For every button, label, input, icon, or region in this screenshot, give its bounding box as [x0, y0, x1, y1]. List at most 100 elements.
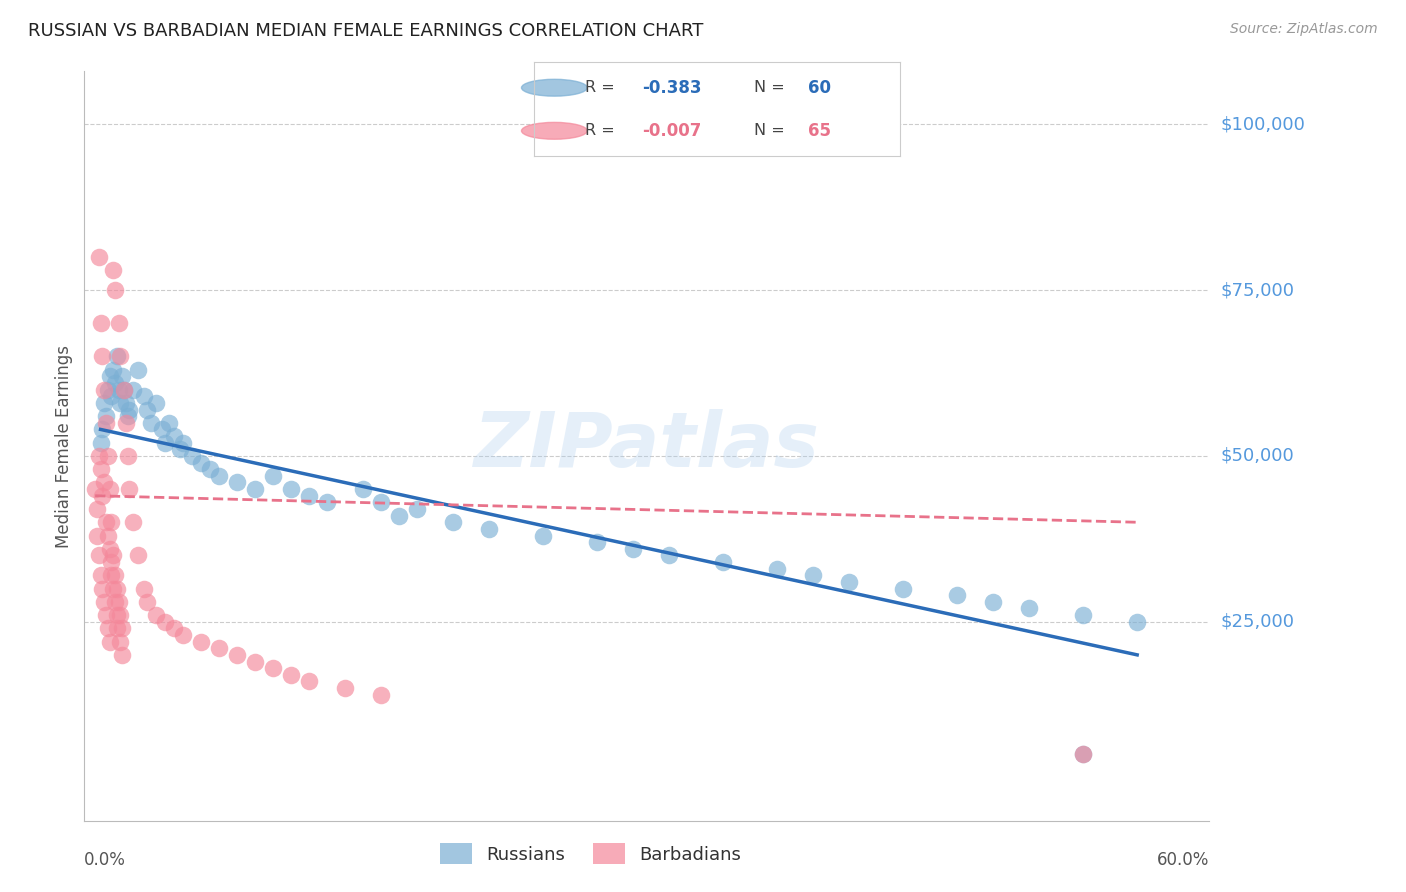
Point: [118, 482, 141, 496]
Point: [157, 416, 180, 430]
Point: [658, 549, 681, 563]
Point: [1126, 615, 1149, 629]
Point: [122, 383, 145, 397]
Point: [104, 568, 127, 582]
Point: [163, 429, 186, 443]
Point: [105, 608, 128, 623]
Point: [114, 396, 136, 410]
Point: [90, 462, 112, 476]
Point: [245, 655, 267, 669]
Point: [94, 416, 117, 430]
Point: [91, 582, 114, 596]
Text: 60.0%: 60.0%: [1157, 851, 1209, 869]
Point: [352, 482, 374, 496]
Point: [93, 595, 115, 609]
Text: -0.383: -0.383: [643, 78, 702, 96]
Point: [117, 409, 139, 424]
Point: [117, 449, 139, 463]
Point: [132, 582, 155, 596]
Text: ZIPatlas: ZIPatlas: [474, 409, 820, 483]
Point: [84, 482, 107, 496]
Text: R =: R =: [585, 123, 616, 138]
Text: $75,000: $75,000: [1220, 281, 1295, 299]
Point: [110, 608, 132, 623]
Point: [86, 502, 108, 516]
Text: R =: R =: [585, 80, 616, 95]
Point: [441, 515, 464, 529]
Point: [801, 568, 824, 582]
Point: [169, 442, 191, 457]
Point: [981, 595, 1004, 609]
Point: [114, 416, 136, 430]
Point: [280, 667, 302, 681]
Point: [226, 475, 249, 490]
Text: $50,000: $50,000: [1220, 447, 1294, 465]
Point: [1071, 608, 1094, 623]
Y-axis label: Median Female Earnings: Median Female Earnings: [55, 344, 73, 548]
Text: $100,000: $100,000: [1220, 115, 1305, 134]
Point: [97, 383, 120, 397]
Point: [586, 535, 609, 549]
Point: [122, 515, 145, 529]
Point: [190, 634, 212, 648]
Point: [97, 449, 120, 463]
Point: [298, 489, 321, 503]
Point: [208, 468, 231, 483]
Point: [388, 508, 411, 523]
Point: [190, 456, 212, 470]
Text: N =: N =: [754, 123, 785, 138]
Point: [98, 482, 121, 496]
Point: [406, 502, 429, 516]
Point: [94, 409, 117, 424]
Point: [93, 475, 115, 490]
Point: [139, 416, 162, 430]
Point: [118, 402, 141, 417]
Text: $25,000: $25,000: [1220, 613, 1295, 631]
Point: [98, 634, 121, 648]
Text: RUSSIAN VS BARBADIAN MEDIAN FEMALE EARNINGS CORRELATION CHART: RUSSIAN VS BARBADIAN MEDIAN FEMALE EARNI…: [28, 22, 703, 40]
Point: [370, 688, 392, 702]
Point: [105, 350, 128, 364]
Point: [100, 555, 122, 569]
Point: [112, 383, 135, 397]
Point: [838, 574, 860, 589]
Point: [150, 422, 173, 436]
Point: [316, 495, 339, 509]
Point: [87, 250, 110, 264]
Point: [226, 648, 249, 662]
Point: [136, 402, 159, 417]
Point: [1071, 747, 1094, 762]
Point: [112, 383, 135, 397]
Point: [98, 369, 121, 384]
Point: [90, 316, 112, 330]
Point: [100, 568, 122, 582]
Point: [93, 396, 115, 410]
Point: [91, 489, 114, 503]
Point: [97, 621, 120, 635]
Point: [621, 541, 644, 556]
Point: [93, 383, 115, 397]
Point: [946, 588, 969, 602]
Point: [110, 350, 132, 364]
Circle shape: [522, 79, 588, 96]
Point: [172, 435, 194, 450]
Point: [200, 462, 222, 476]
Point: [111, 369, 134, 384]
Point: [478, 522, 501, 536]
Point: [107, 595, 129, 609]
Point: [94, 515, 117, 529]
Point: [90, 568, 112, 582]
Legend: Russians, Barbadians: Russians, Barbadians: [433, 837, 748, 871]
Text: 65: 65: [808, 122, 831, 140]
Point: [100, 515, 122, 529]
Point: [98, 541, 121, 556]
Point: [101, 549, 124, 563]
Point: [370, 495, 392, 509]
Point: [107, 383, 129, 397]
Point: [111, 621, 134, 635]
Point: [91, 422, 114, 436]
Text: 0.0%: 0.0%: [84, 851, 127, 869]
Point: [101, 263, 124, 277]
Point: [87, 449, 110, 463]
Point: [127, 363, 149, 377]
